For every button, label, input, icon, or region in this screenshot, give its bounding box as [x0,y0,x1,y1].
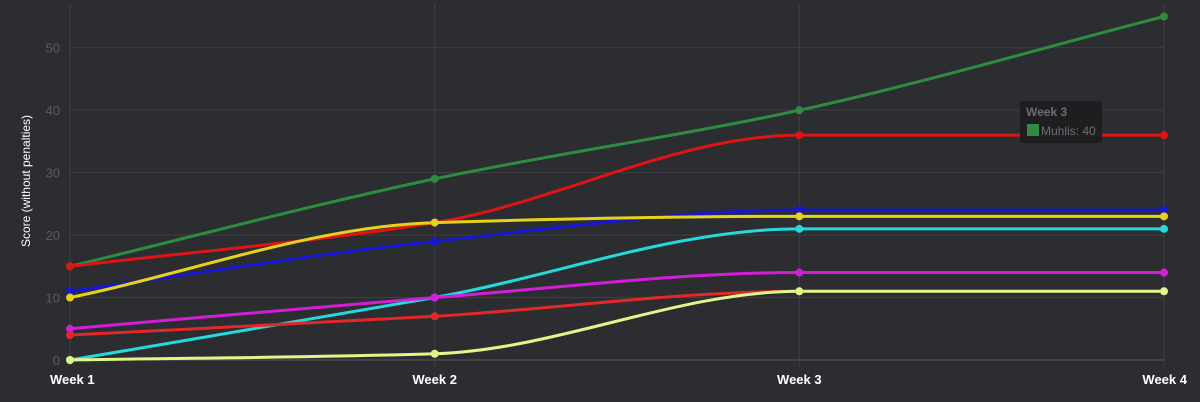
y-tick-labels: 0 10 20 30 40 50 [46,41,60,368]
series-line [68,214,1166,300]
data-point[interactable] [1160,206,1168,215]
data-point[interactable] [1160,131,1168,140]
series-line [68,227,1166,362]
data-point[interactable] [430,312,439,321]
data-point[interactable] [66,287,74,296]
data-point[interactable] [430,174,439,183]
data-point[interactable] [430,237,439,246]
y-tick-label: 50 [46,41,60,56]
data-point[interactable] [795,268,804,277]
data-point[interactable] [430,218,439,227]
data-point[interactable] [66,262,74,271]
x-tick-label: Week 3 [777,372,822,387]
data-point[interactable] [795,206,804,215]
data-point[interactable] [1160,12,1168,21]
data-point[interactable] [795,224,804,233]
series-line [68,14,1166,268]
x-tick-label: Week 2 [412,372,457,387]
data-point[interactable] [795,287,804,296]
tooltip-swatch [1027,124,1039,136]
x-tick-label: Week 1 [50,372,95,387]
data-point[interactable] [1160,224,1168,233]
data-point[interactable] [66,356,74,364]
points-group [66,12,1168,364]
series-group [68,14,1166,362]
y-tick-label: 0 [53,353,60,368]
data-point[interactable] [66,324,74,333]
data-point[interactable] [795,131,804,140]
data-point[interactable] [1160,212,1168,221]
grid [69,4,1165,366]
series-line [68,133,1166,268]
data-point[interactable] [795,212,804,221]
x-tick-labels: Week 1 Week 2 Week 3 Week 4 [50,372,1188,387]
data-point[interactable] [430,293,439,302]
series-line [68,271,1166,331]
data-point[interactable] [66,293,74,302]
tooltip-text: Muhlis: 40 [1041,124,1096,138]
y-tick-label: 40 [46,103,60,118]
tooltip-title: Week 3 [1026,105,1067,119]
data-point[interactable] [66,331,74,340]
y-tick-label: 10 [46,291,60,306]
data-point[interactable] [430,349,439,358]
x-tick-label: Week 4 [1142,372,1187,387]
y-tick-label: 30 [46,166,60,181]
tooltip: Week 3 Muhlis: 40 [1020,101,1102,143]
tooltip-box [1020,101,1102,143]
series-line [68,208,1166,293]
data-point[interactable] [795,106,804,115]
data-point[interactable] [1160,287,1168,296]
data-point[interactable] [1160,268,1168,277]
series-line [68,289,1166,362]
y-tick-label: 20 [46,228,60,243]
y-axis-label: Score (without penalties) [19,115,33,247]
